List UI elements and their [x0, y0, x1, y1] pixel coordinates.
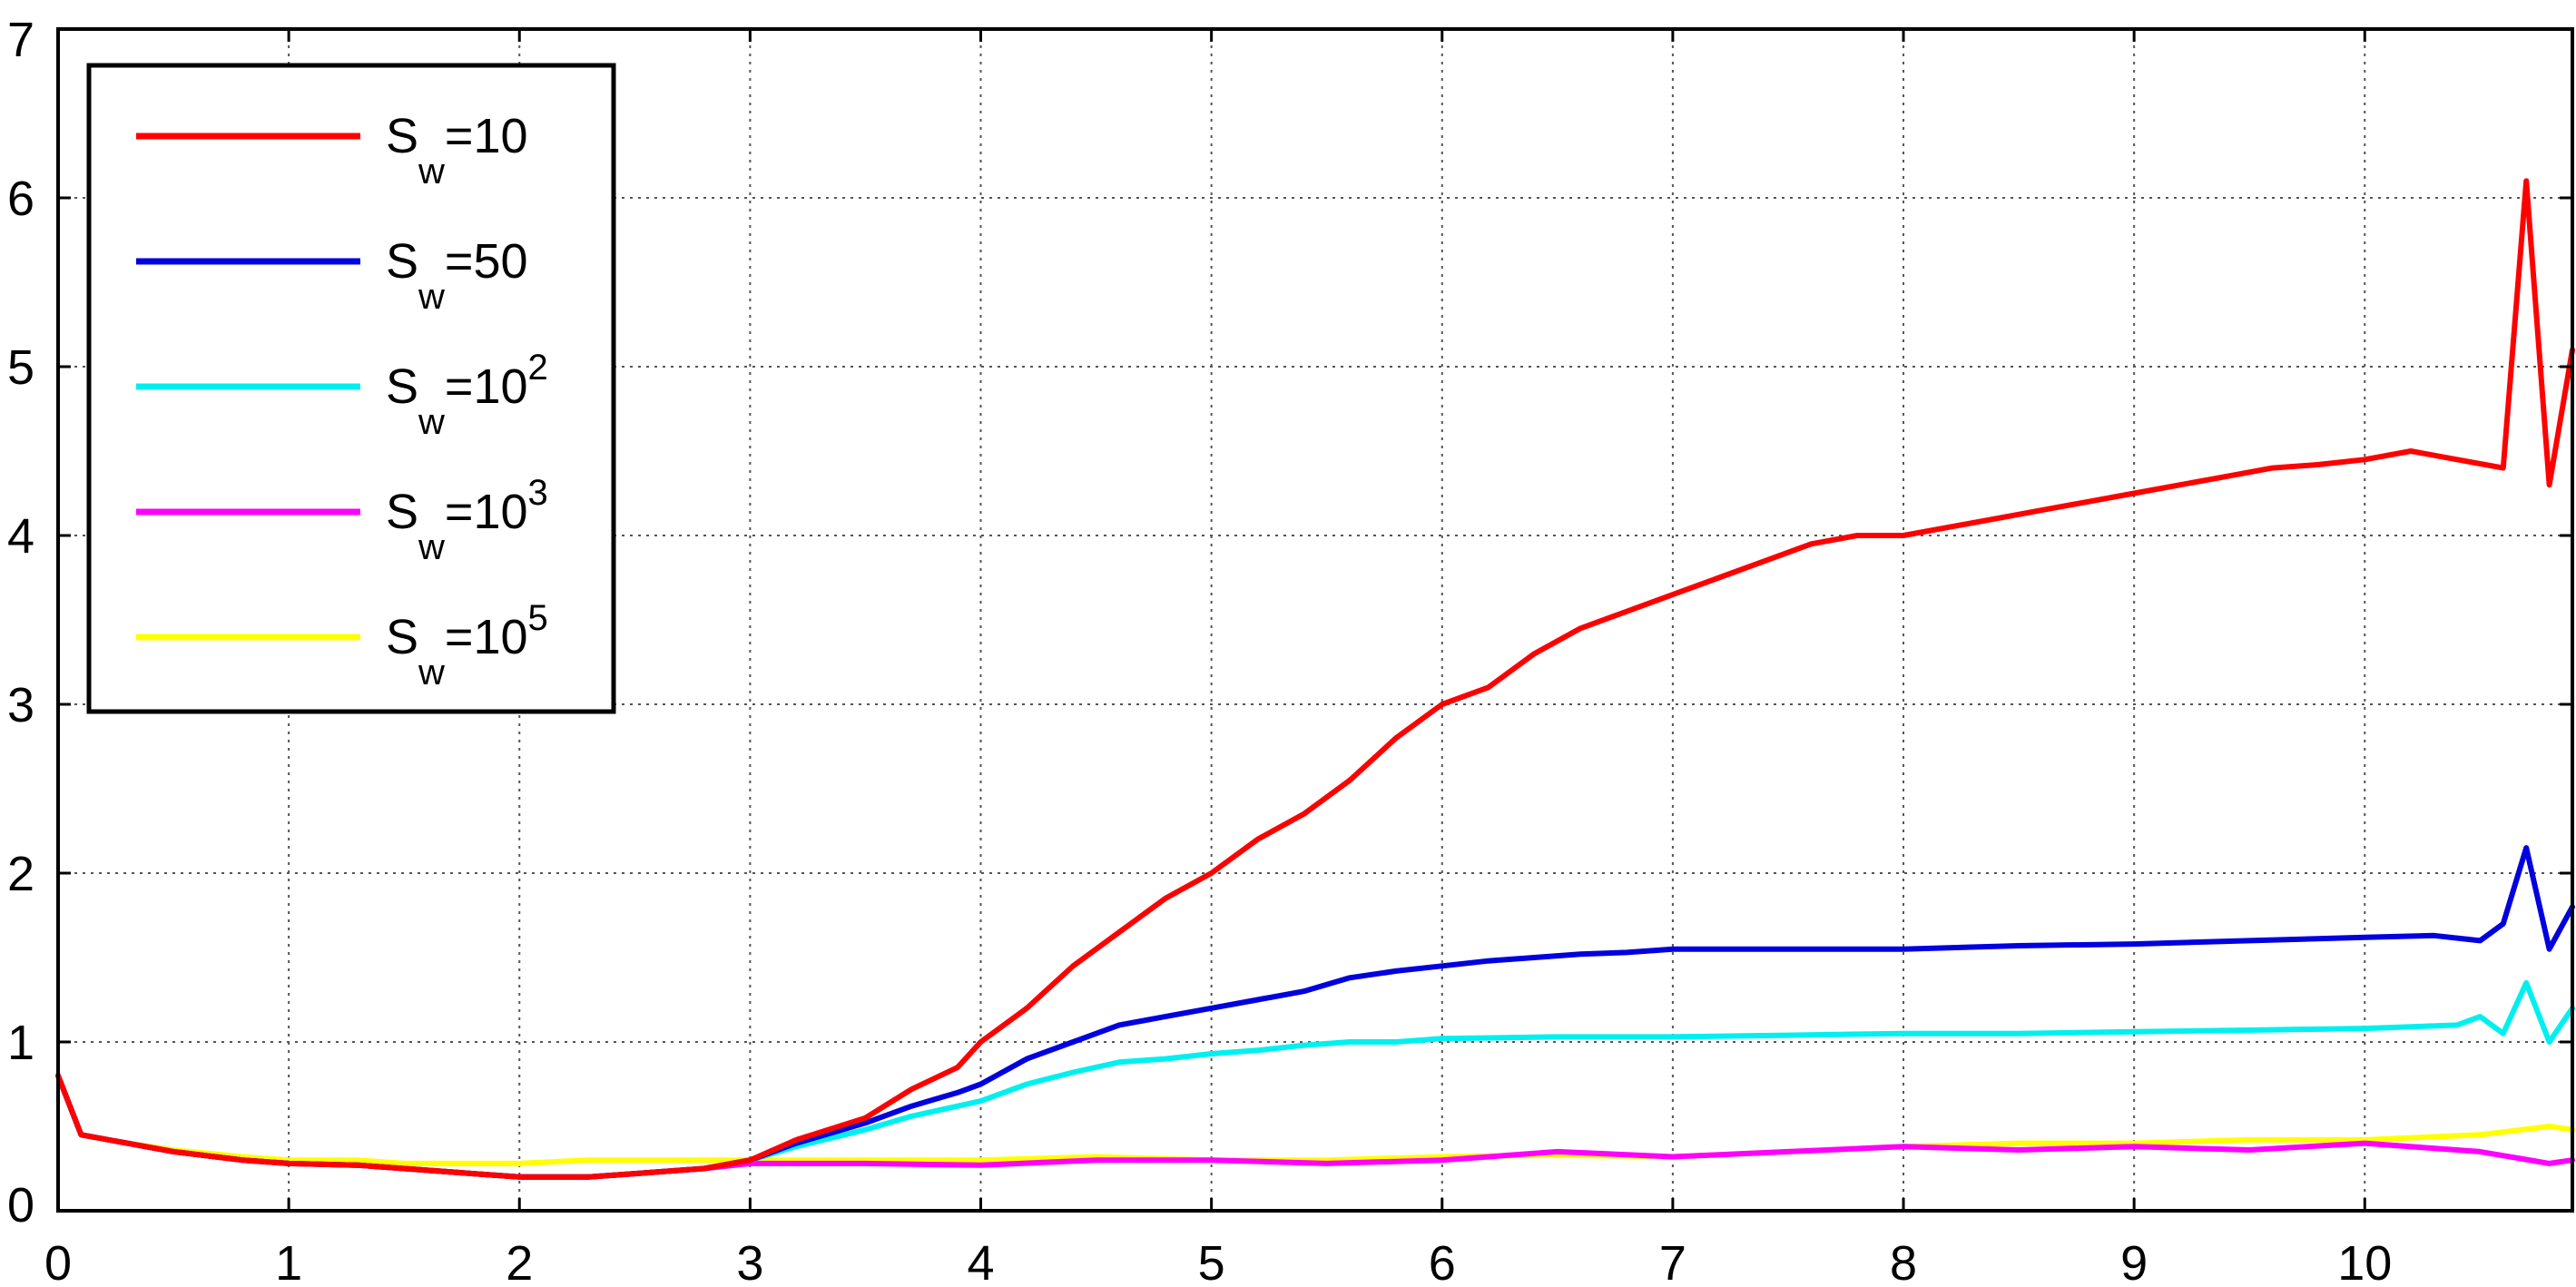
y-axis-tick-labels: 0 1 2 3 4 5 6 7 [7, 13, 34, 1233]
axes-frame [56, 27, 2574, 1213]
x-tick-label: 3 [736, 1236, 763, 1287]
legend-label-rest: =50 [445, 234, 528, 289]
x-tick-label: 10 [2337, 1236, 2392, 1287]
legend-label-base: S [386, 610, 418, 664]
legend-label-rest: =10 [445, 485, 528, 539]
x-tick-label: 2 [506, 1236, 533, 1287]
y-tick-label: 1 [7, 1016, 34, 1070]
legend-label-rest: =10 [445, 359, 528, 414]
series-lines [55, 178, 2575, 1180]
legend-label-base: S [386, 359, 418, 414]
y-tick-label: 0 [7, 1178, 34, 1233]
x-tick-label: 5 [1198, 1236, 1225, 1287]
y-tick-label: 4 [7, 509, 34, 564]
x-tick-label: 6 [1429, 1236, 1456, 1287]
x-tick-label: 0 [44, 1236, 72, 1287]
x-tick-label: 8 [1890, 1236, 1917, 1287]
x-tick-label: 1 [275, 1236, 302, 1287]
legend-label: Sw=105 [386, 598, 548, 693]
legend-label-base: S [386, 109, 418, 163]
y-tick-label: 3 [7, 678, 34, 732]
y-tick-label: 6 [7, 172, 34, 226]
x-tick-label: 7 [1659, 1236, 1686, 1287]
legend-label-superscript: 5 [528, 598, 548, 638]
legend-label: Sw=103 [386, 473, 548, 567]
legend-label-base: S [386, 485, 418, 539]
legend-label: Sw=50 [386, 234, 528, 317]
legend-label-subscript: w [418, 277, 445, 317]
legend-label-base: S [386, 234, 418, 289]
y-tick-label: 5 [7, 340, 34, 395]
legend-label-rest: =10 [445, 109, 528, 163]
legend-label: Sw=10 [386, 109, 528, 192]
y-tick-label: 7 [7, 13, 34, 67]
legend-label-subscript: w [418, 527, 445, 567]
legend-label-superscript: 3 [528, 473, 548, 513]
legend-label-subscript: w [418, 653, 445, 693]
legend-label-rest: =10 [445, 610, 528, 664]
legend-label-subscript: w [418, 402, 445, 442]
legend-label-superscript: 2 [528, 348, 548, 388]
x-tick-label: 9 [2120, 1236, 2148, 1287]
x-axis-tick-labels: 0 1 2 3 4 5 6 7 8 9 10 [44, 1236, 2392, 1287]
legend-label-subscript: w [418, 152, 445, 192]
x-tick-label: 4 [967, 1236, 994, 1287]
legend-label: Sw=102 [386, 348, 548, 442]
tick-marks [56, 27, 2572, 1213]
y-tick-label: 2 [7, 847, 34, 901]
